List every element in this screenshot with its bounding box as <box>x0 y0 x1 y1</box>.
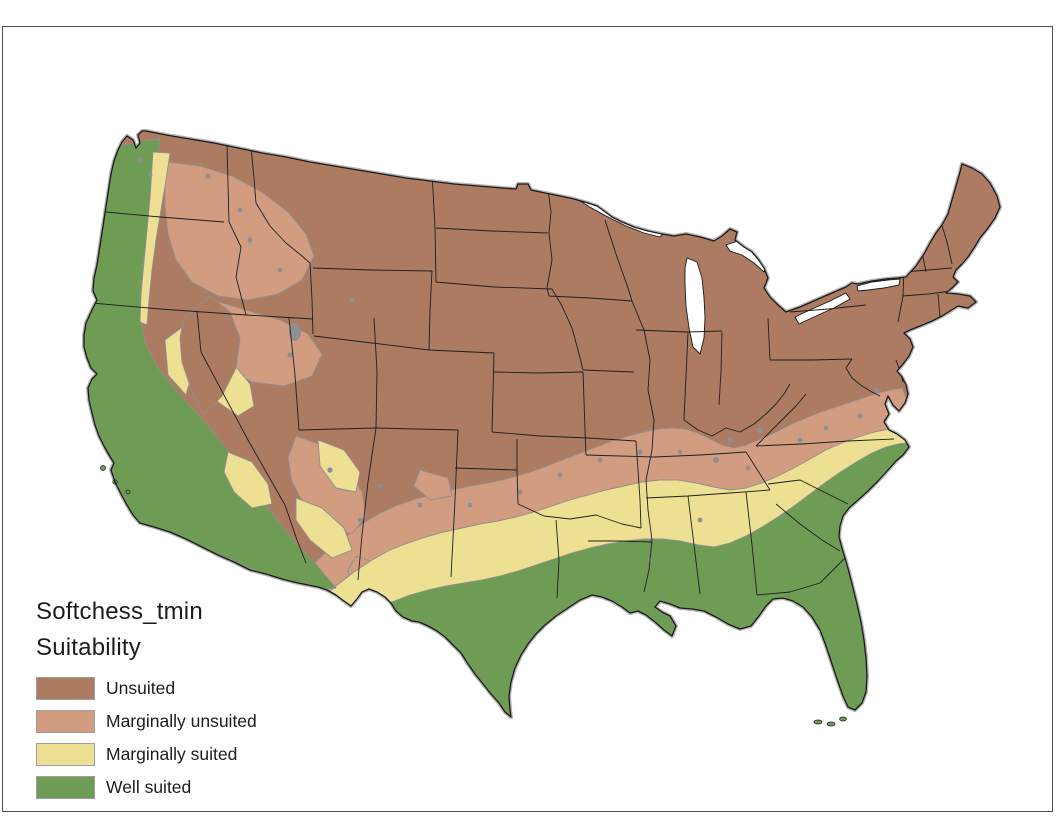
lake-erie <box>794 292 851 325</box>
map-legend: Softchess_tmin Suitability Unsuited Marg… <box>36 594 257 799</box>
state-boundaries <box>91 145 953 599</box>
legend-label-well-suited: Well suited <box>106 776 192 797</box>
legend-label-marginally-suited: Marginally suited <box>106 743 238 764</box>
legend-swatch-well-suited <box>36 775 95 799</box>
legend-item-marginally-suited: Marginally suited <box>36 742 257 766</box>
legend-title-line2: Suitability <box>36 634 141 661</box>
us-outline <box>83 130 1001 718</box>
legend-swatch-marginally-suited <box>36 742 95 766</box>
legend-label-unsuited: Unsuited <box>106 677 176 698</box>
legend-item-unsuited: Unsuited <box>36 676 257 700</box>
offshore-islands <box>100 465 847 727</box>
legend-title: Softchess_tmin Suitability <box>36 594 257 666</box>
lake-ontario <box>856 278 901 292</box>
lake-michigan <box>684 257 706 355</box>
legend-item-well-suited: Well suited <box>36 775 257 799</box>
legend-label-marginally-unsuited: Marginally unsuited <box>106 710 257 731</box>
legend-item-marginally-unsuited: Marginally unsuited <box>36 709 257 733</box>
map-zone-sierra-unsuited <box>179 295 241 415</box>
legend-swatch-marginally-unsuited <box>36 709 95 733</box>
legend-swatch-unsuited <box>36 676 95 700</box>
legend-title-line1: Softchess_tmin <box>36 598 203 625</box>
